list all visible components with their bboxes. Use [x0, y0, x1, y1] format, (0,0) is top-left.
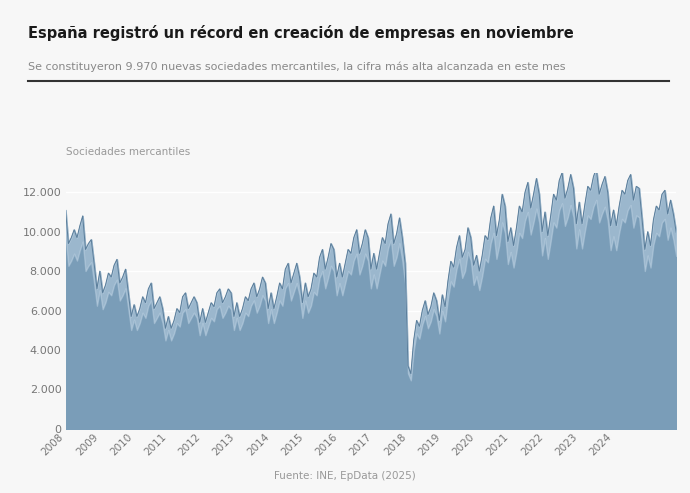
Text: Se constituyeron 9.970 nuevas sociedades mercantiles, la cifra más alta alcanzad: Se constituyeron 9.970 nuevas sociedades…	[28, 62, 565, 72]
Text: España registró un récord en creación de empresas en noviembre: España registró un récord en creación de…	[28, 25, 573, 40]
Text: Fuente: INE, EpData (2025): Fuente: INE, EpData (2025)	[274, 471, 416, 481]
Text: Sociedades mercantiles: Sociedades mercantiles	[66, 147, 190, 157]
